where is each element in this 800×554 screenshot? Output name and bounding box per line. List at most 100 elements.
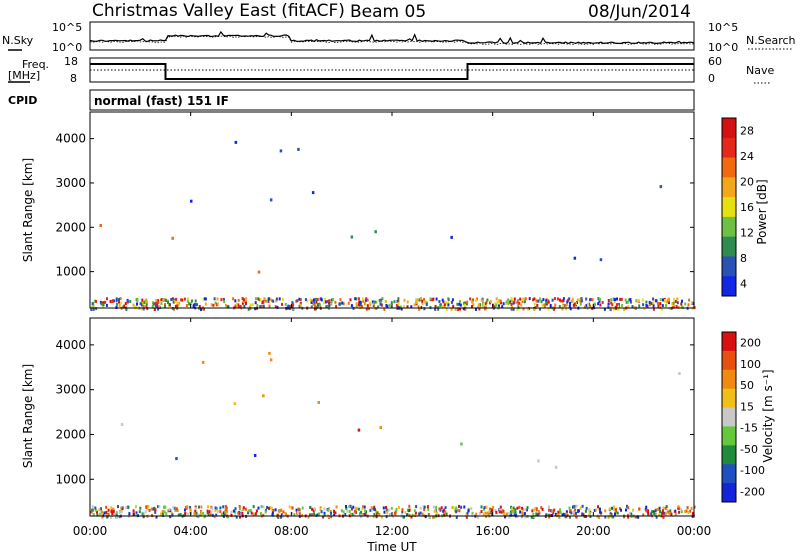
range-cell [458, 509, 461, 513]
range-cell [502, 302, 505, 306]
range-cell [200, 505, 203, 509]
range-cell [379, 302, 382, 306]
range-cell [106, 515, 109, 519]
range-cell [626, 504, 628, 508]
range-cell [419, 511, 422, 515]
range-cell [288, 505, 291, 509]
range-cell [617, 307, 620, 311]
range-cell [625, 300, 628, 304]
range-cell [199, 513, 202, 517]
range-cell [245, 301, 247, 305]
range-cell [512, 510, 515, 514]
range-cell [566, 300, 569, 304]
range-cell [548, 515, 551, 519]
range-cell [507, 298, 510, 302]
range-cell [330, 298, 333, 302]
range-cell [531, 509, 534, 513]
range-cell [597, 297, 600, 301]
range-cell [350, 304, 353, 308]
range-cell [275, 297, 278, 301]
range-cell [157, 299, 159, 303]
range-cell [575, 511, 577, 515]
range-cell [577, 509, 580, 513]
range-cell [372, 507, 375, 511]
range-cell [505, 512, 508, 516]
range-cell [172, 506, 175, 510]
y-tick-label: 2000 [55, 220, 86, 234]
range-cell [163, 505, 165, 509]
y-tick-label: 4000 [55, 132, 86, 146]
range-cell [270, 506, 273, 510]
range-cell [316, 305, 319, 309]
range-cell [183, 513, 186, 517]
range-cell [423, 508, 426, 512]
range-cell [533, 297, 536, 301]
range-cell [341, 301, 344, 305]
range-cell [237, 511, 240, 515]
noise-panel-frame [89, 21, 695, 51]
y-tick-label: 4000 [55, 338, 86, 352]
range-cell [154, 304, 157, 308]
range-cell [216, 510, 219, 514]
range-cell [488, 509, 491, 513]
colorbar-swatch [722, 332, 736, 352]
range-cell [507, 302, 510, 306]
range-cell [198, 505, 200, 509]
range-cell [379, 426, 382, 429]
beam-label: Beam 05 [350, 2, 426, 22]
range-cell [224, 504, 227, 508]
range-cell [233, 402, 237, 406]
range-cell [349, 513, 352, 516]
range-cell [454, 508, 457, 512]
range-cell [160, 302, 163, 306]
range-cell [630, 512, 633, 516]
velocity-heatmap [90, 351, 696, 519]
range-cell [407, 513, 410, 517]
range-cell [500, 301, 502, 305]
range-cell [432, 505, 435, 509]
range-cell [420, 297, 422, 300]
range-cell [462, 307, 465, 311]
range-cell [345, 506, 348, 510]
range-cell [661, 304, 664, 308]
range-cell [281, 302, 283, 306]
noise-right-tick-bottom: 10^0 [708, 41, 738, 54]
range-cell [272, 299, 275, 303]
range-cell [211, 513, 214, 517]
range-cell [512, 506, 515, 510]
range-cell [459, 303, 462, 307]
range-cell [414, 511, 417, 515]
range-cell [146, 506, 149, 510]
range-cell [390, 301, 393, 305]
range-cell [323, 298, 326, 301]
range-cell [162, 298, 165, 302]
range-cell [120, 301, 123, 305]
range-cell [353, 512, 356, 516]
range-cell [573, 510, 575, 514]
range-cell [234, 510, 237, 514]
range-cell [516, 303, 519, 307]
range-cell [171, 513, 174, 517]
range-cell [361, 297, 364, 301]
range-cell [100, 507, 102, 511]
range-cell [254, 512, 257, 516]
range-cell [534, 507, 537, 511]
range-cell [520, 515, 523, 519]
range-cell [523, 512, 526, 516]
range-cell [145, 505, 148, 509]
range-cell [96, 510, 98, 514]
range-cell [603, 307, 606, 311]
range-cell [376, 511, 379, 515]
range-cell [459, 307, 462, 311]
range-cell [287, 304, 290, 308]
x-tick-label: 04:00 [173, 524, 208, 538]
range-cell [192, 303, 195, 307]
range-cell [667, 297, 670, 301]
range-cell [525, 508, 528, 512]
range-cell [638, 304, 641, 308]
range-cell [662, 298, 664, 302]
range-cell [509, 510, 512, 514]
range-cell [401, 508, 404, 512]
range-cell [386, 511, 389, 515]
noise-search-line [89, 35, 695, 45]
